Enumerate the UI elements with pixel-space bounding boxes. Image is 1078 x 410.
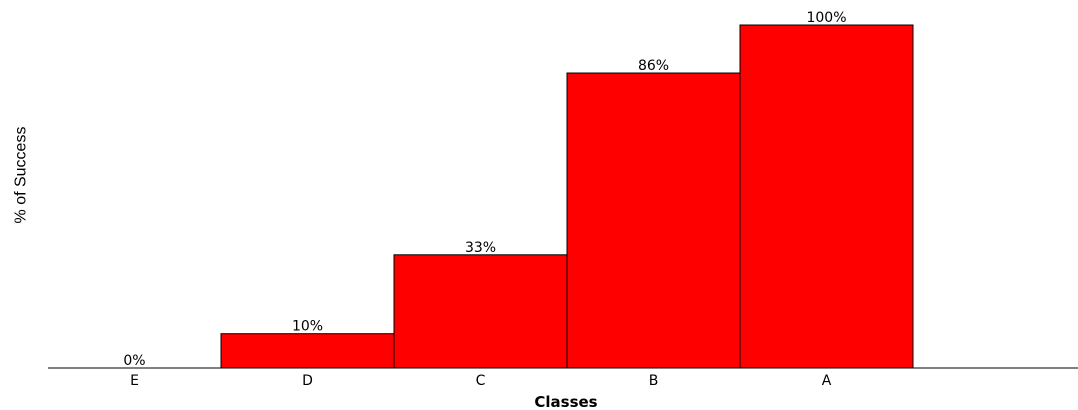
- bar-D: [220, 333, 395, 369]
- bar-B: [566, 72, 741, 369]
- x-tick-label-E: E: [130, 373, 139, 389]
- x-tick-label-C: C: [476, 373, 486, 389]
- data-label-E: 0%: [123, 353, 145, 369]
- x-axis-label: Classes: [534, 393, 598, 410]
- y-axis-label-box: % of Success: [6, 120, 36, 230]
- data-label-A: 100%: [806, 10, 846, 26]
- x-tick-label-A: A: [822, 373, 832, 389]
- data-label-C: 33%: [465, 240, 496, 256]
- x-tick-label-D: D: [302, 373, 313, 389]
- bar-A: [739, 24, 914, 369]
- y-axis-label: % of Success: [12, 126, 29, 224]
- data-label-B: 86%: [638, 58, 669, 74]
- x-tick-label-B: B: [649, 373, 659, 389]
- bar-C: [393, 254, 568, 369]
- data-label-D: 10%: [292, 319, 323, 335]
